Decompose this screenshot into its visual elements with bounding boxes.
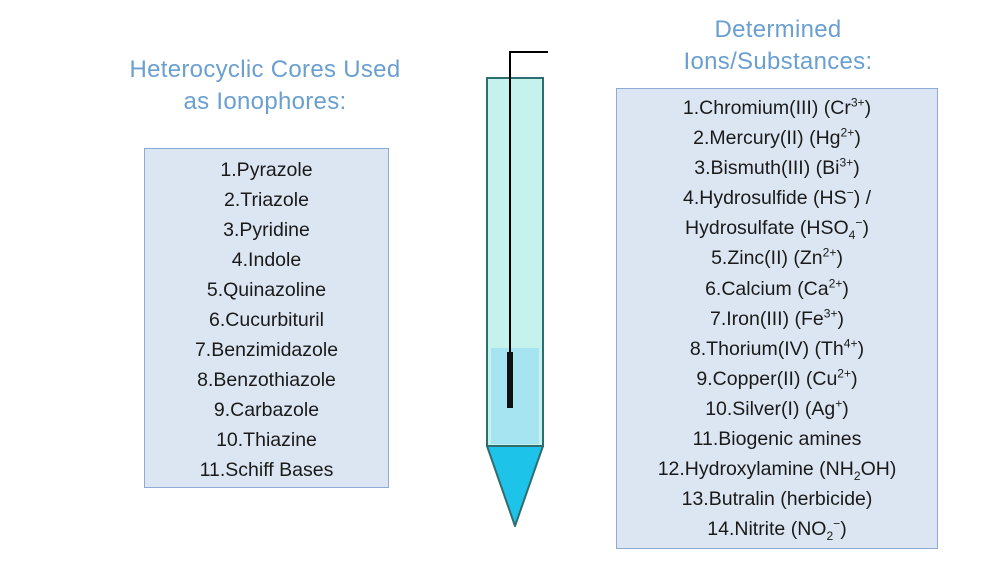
charge-superscript: 4+	[843, 336, 858, 351]
analyte-text: )	[840, 518, 847, 541]
analyte-text: 11.Biogenic amines	[692, 428, 862, 451]
heading-line: Heterocyclic Cores Used	[129, 56, 401, 83]
ionophore-item: 2.Triazole	[224, 189, 309, 211]
ionophore-item: 3.Pyridine	[223, 219, 310, 241]
charge-superscript: 2+	[828, 276, 843, 291]
charge-superscript: +	[835, 396, 843, 411]
ionophore-item: 4.Indole	[231, 249, 302, 271]
charge-superscript: 2+	[840, 125, 855, 140]
analyte-item: 13.Butralin (herbicide)	[617, 484, 937, 514]
analyte-item: 2.Mercury(II) (Hg2+)	[617, 123, 937, 153]
analyte-item: Hydrosulfate (HSO4−)	[617, 213, 937, 243]
analyte-text: )	[837, 307, 845, 330]
ion-selective-electrode-diagram	[486, 51, 548, 527]
ionophore-item: 10.Thiazine	[216, 429, 317, 451]
ionophore-item: 5.Quinazoline	[206, 279, 327, 301]
formula-subscript: 4	[848, 228, 856, 243]
analyte-text: ) /	[853, 187, 872, 210]
analyte-text: )	[836, 247, 843, 270]
wire-lead	[509, 51, 548, 358]
analyte-text: 7.Iron(III) (Fe	[709, 307, 824, 330]
analyte-item: 1.Chromium(III) (Cr3+)	[617, 93, 937, 123]
analyte-text: )	[842, 277, 849, 300]
analyte-text: )	[857, 337, 865, 360]
analyte-text: Hydrosulfate (HSO	[685, 217, 849, 240]
charge-superscript: 3+	[850, 95, 865, 110]
analyte-item: 14.Nitrite (NO2−)	[617, 514, 937, 544]
analyte-item: 11.Biogenic amines	[617, 424, 937, 454]
analyte-text: 6.Calcium (Ca	[705, 277, 829, 300]
heading-line: Determined	[714, 16, 842, 43]
analyte-text: )	[851, 367, 858, 390]
ionophore-item: 7.Benzimidazole	[194, 339, 339, 361]
analyte-text: 12.Hydroxylamine (NH	[657, 458, 854, 481]
determined-ions-list: 1.Chromium(III) (Cr3+) 2.Mercury(II) (Hg2…	[616, 88, 938, 549]
ionophore-list: 1.Pyrazole 2.Triazole 3.Pyridine 4.Indole 5.…	[144, 148, 389, 488]
analyte-text: OH)	[860, 458, 897, 481]
analyte-item: 10.Silver(I) (Ag+)	[617, 394, 937, 424]
analyte-text: 1.Chromium(III) (Cr	[682, 97, 851, 119]
ionophore-item: 11.Schiff Bases	[199, 459, 334, 481]
analyte-text: )	[862, 217, 869, 240]
analyte-item: 7.Iron(III) (Fe3+)	[617, 304, 937, 334]
analyte-text: )	[842, 397, 849, 420]
charge-superscript: −	[846, 185, 854, 200]
charge-superscript: 2+	[822, 245, 837, 260]
heterocyclic-cores-heading: Heterocyclic Cores Used as Ionophores:	[110, 54, 420, 118]
analyte-text: 4.Hydrosulfide (HS	[682, 187, 847, 210]
analyte-item: 12.Hydroxylamine (NH2OH)	[617, 454, 937, 484]
analyte-text: )	[853, 157, 860, 180]
analyte-text: 10.Silver(I) (Ag	[705, 397, 836, 420]
heading-line: as Ionophores:	[183, 88, 347, 115]
analyte-text: )	[854, 127, 861, 150]
analyte-text: 13.Butralin (herbicide)	[681, 488, 873, 511]
ionophore-item: 6.Cucurbituril	[209, 309, 324, 331]
charge-superscript: 3+	[823, 306, 838, 321]
analyte-text: 5.Zinc(II) (Zn	[711, 247, 823, 270]
ionophore-item: 8.Benzothiazole	[197, 369, 336, 391]
analyte-text: 9.Copper(II) (Cu	[696, 367, 838, 390]
heading-line: Ions/Substances:	[683, 48, 873, 75]
ionophore-item: 1.Pyrazole	[220, 159, 313, 181]
analyte-text: 2.Mercury(II) (Hg	[693, 127, 841, 150]
analyte-text: 14.Nitrite (NO	[707, 518, 827, 541]
inner-reference-electrode	[507, 352, 513, 408]
charge-superscript: 3+	[839, 155, 854, 170]
analyte-item: 9.Copper(II) (Cu2+)	[617, 364, 937, 394]
electrode-tip	[486, 445, 544, 527]
determined-ions-heading: Determined Ions/Substances:	[630, 14, 926, 78]
analyte-text: 3.Bismuth(III) (Bi	[694, 157, 840, 180]
analyte-text: )	[864, 97, 872, 119]
charge-superscript: 2+	[837, 366, 852, 381]
analyte-text: 8.Thorium(IV) (Th	[689, 337, 844, 360]
charge-superscript: −	[833, 516, 841, 531]
analyte-item: 3.Bismuth(III) (Bi3+)	[617, 153, 937, 183]
ionophore-item: 9.Carbazole	[213, 399, 320, 421]
analyte-item: 4.Hydrosulfide (HS−) /	[617, 183, 937, 213]
charge-superscript: −	[855, 215, 863, 230]
analyte-item: 8.Thorium(IV) (Th4+)	[617, 334, 937, 364]
formula-subscript: 2	[826, 529, 834, 544]
inner-membrane	[491, 348, 539, 444]
analyte-item: 5.Zinc(II) (Zn2+)	[617, 243, 937, 273]
formula-subscript: 2	[853, 469, 861, 484]
analyte-item: 6.Calcium (Ca2+)	[617, 274, 937, 304]
